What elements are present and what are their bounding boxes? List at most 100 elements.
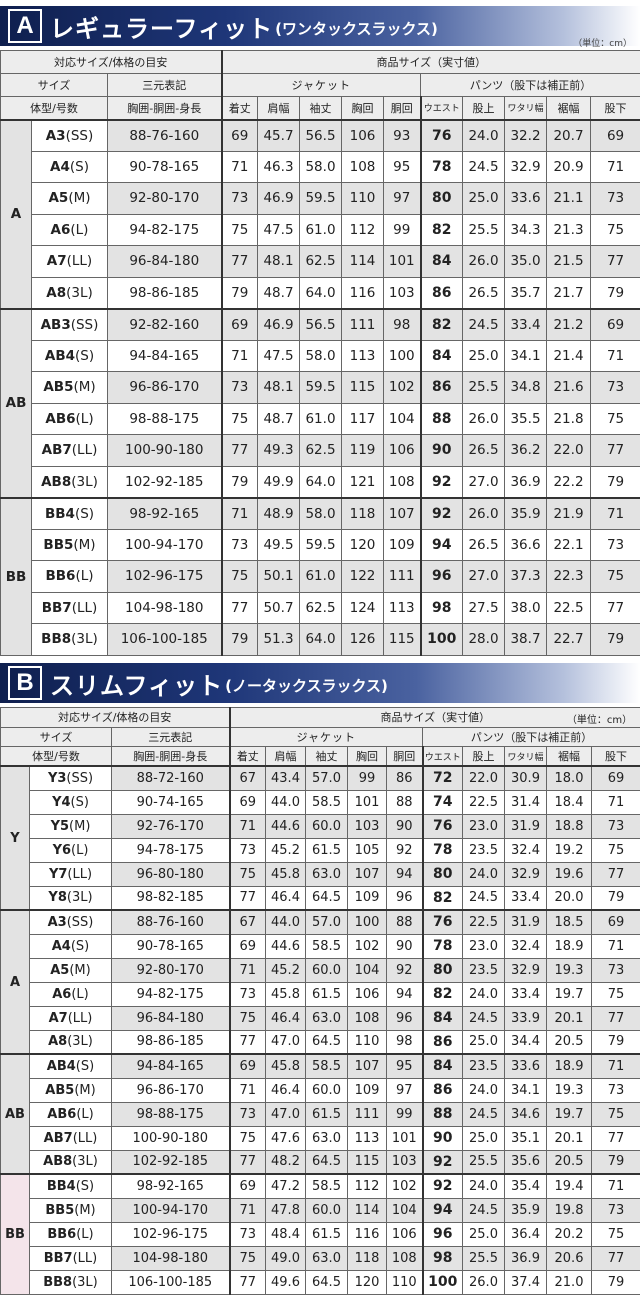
size-code-label: (SS) <box>65 127 94 144</box>
size-code-number: AB7 <box>41 442 72 459</box>
cell-kitake: 77 <box>220 434 258 467</box>
size-code: A4(S) <box>29 933 112 959</box>
size-code: AB7(LL) <box>29 1125 112 1151</box>
size-code-number: AB7 <box>43 1130 73 1146</box>
cell-matagami: 24.0 <box>462 1173 505 1199</box>
size-code: AB5(M) <box>31 371 108 404</box>
body-type-group: AB <box>0 307 32 498</box>
section-a-size-table: 対応サイズ/体格の目安 商品サイズ（実寸値） サイズ 三元表記 ジャケット パン… <box>0 50 640 656</box>
cell-susohaba: 19.8 <box>546 1197 592 1223</box>
header-product-label: 商品サイズ（実寸値） <box>380 711 491 725</box>
cell-sodetake: 64.0 <box>299 623 342 656</box>
size-code: BB5(M) <box>31 528 108 561</box>
cell-domawari: 115 <box>383 623 421 656</box>
cell-kitake: 69 <box>220 118 258 152</box>
table-row: A6(L) 94-82-175 73 45.8 61.5 106 94 82 24.0 33.4 1… <box>1 981 640 1007</box>
table-row: AB7(LL) 100-90-180 77 49.3 62.5 119 106 90 26.5 3… <box>1 434 640 467</box>
section-a-banner: A レギュラーフィット (ワンタックスラックス) <box>0 6 640 46</box>
cell-katahaba: 50.7 <box>257 591 300 624</box>
cell-matagami: 24.5 <box>462 1101 505 1127</box>
size-code-label: (L) <box>76 1106 94 1122</box>
cell-susohaba: 22.3 <box>546 560 591 593</box>
cell-matagami: 24.0 <box>462 1077 505 1103</box>
cell-matagami: 23.5 <box>462 1053 505 1079</box>
header-col-kitake: 着丈 <box>220 96 258 120</box>
table-row: Y8(3L) 98-82-185 77 46.4 64.5 109 96 82 24.5 33.4… <box>1 885 640 911</box>
cell-katahaba: 46.3 <box>257 150 300 183</box>
cell-susohaba: 22.1 <box>546 528 591 561</box>
size-code: AB8(3L) <box>29 1149 112 1175</box>
cell-kitake: 67 <box>228 909 266 935</box>
cell-domawari: 103 <box>386 1149 423 1175</box>
cell-katahaba: 48.7 <box>257 276 300 309</box>
cell-watari: 35.4 <box>504 1173 547 1199</box>
size-code: AB5(M) <box>29 1077 112 1103</box>
cell-kitake: 75 <box>220 560 258 593</box>
size-code: A3(SS) <box>29 909 112 935</box>
cell-domawari: 86 <box>386 765 423 791</box>
cell-katahaba: 48.1 <box>257 245 300 278</box>
cell-munemawari: 116 <box>341 276 384 309</box>
header-size: サイズ <box>0 726 112 747</box>
table-row: AB4(S) 94-84-165 71 47.5 58.0 113 100 84 25.0 34.… <box>1 339 640 372</box>
size-code: Y6(L) <box>29 837 112 863</box>
cell-watari: 31.4 <box>504 789 547 815</box>
cell-matashita: 75 <box>590 981 640 1007</box>
cell-matashita: 75 <box>589 213 640 246</box>
table-row: BB7(LL) 104-98-180 77 50.7 62.5 124 113 98 27.5 3… <box>1 591 640 624</box>
cell-susohaba: 20.1 <box>546 1125 592 1151</box>
cell-sodetake: 58.5 <box>305 933 348 959</box>
cell-matagami: 25.0 <box>462 339 505 372</box>
cell-kitake: 71 <box>228 957 266 983</box>
cell-kitake: 71 <box>228 1077 266 1103</box>
size-code-number: A8 <box>46 284 67 301</box>
size-code: A7(LL) <box>29 1005 112 1031</box>
cell-matashita: 73 <box>589 528 640 561</box>
cell-susohaba: 20.2 <box>546 1221 592 1247</box>
size-code: BB7(LL) <box>31 591 108 624</box>
cell-domawari: 99 <box>386 1101 423 1127</box>
size-code-number: AB3 <box>40 316 71 333</box>
size-code-number: BB5 <box>43 536 74 553</box>
cell-munemawari: 106 <box>341 118 384 152</box>
cell-kitake: 69 <box>228 933 266 959</box>
body-type-group: Y <box>0 765 30 911</box>
table-row: Y6(L) 94-78-175 73 45.2 61.5 105 92 78 23.5 32.4 1… <box>1 837 640 863</box>
size-code-number: A6 <box>52 986 72 1002</box>
measure-cell: 94-82-175 <box>111 981 230 1007</box>
body-type-group: A <box>0 118 32 309</box>
measure-cell: 104-98-180 <box>111 1245 230 1271</box>
cell-domawari: 104 <box>383 402 421 435</box>
cell-watari: 34.8 <box>504 371 547 404</box>
cell-matagami: 25.0 <box>462 1125 505 1151</box>
cell-watari: 35.7 <box>504 276 547 309</box>
measure-cell: 96-80-180 <box>111 861 230 887</box>
cell-munemawari: 109 <box>347 885 387 911</box>
cell-munemawari: 124 <box>341 591 384 624</box>
size-code-label: (M) <box>73 536 96 553</box>
cell-katahaba: 48.7 <box>257 402 300 435</box>
header-col-munemawari: 胸回 <box>347 746 387 767</box>
cell-domawari: 95 <box>386 1053 423 1079</box>
cell-waist: 80 <box>419 182 463 215</box>
cell-kitake: 75 <box>228 1005 266 1031</box>
cell-watari: 34.4 <box>504 1029 547 1055</box>
header-col-domawari: 胴回 <box>386 746 423 767</box>
table-row: A6(L) 94-82-175 75 47.5 61.0 112 99 82 25.5 34.3 2… <box>1 213 640 246</box>
cell-susohaba: 21.9 <box>546 496 591 530</box>
cell-kitake: 77 <box>228 1269 266 1295</box>
cell-sodetake: 58.5 <box>305 1173 348 1199</box>
cell-waist: 96 <box>421 1221 463 1247</box>
size-code-label: (L) <box>70 221 89 238</box>
cell-watari: 32.2 <box>504 118 547 152</box>
size-code-label: (S) <box>74 505 95 522</box>
header-col-matashita: 股下 <box>589 96 640 120</box>
cell-susohaba: 21.8 <box>546 402 591 435</box>
cell-waist: 82 <box>421 885 463 911</box>
cell-matagami: 24.0 <box>462 118 505 152</box>
cell-susohaba: 20.1 <box>546 1005 592 1031</box>
cell-munemawari: 122 <box>341 560 384 593</box>
cell-watari: 36.6 <box>504 528 547 561</box>
size-code-label: (M) <box>74 1082 96 1098</box>
size-code-number: Y6 <box>52 842 72 858</box>
